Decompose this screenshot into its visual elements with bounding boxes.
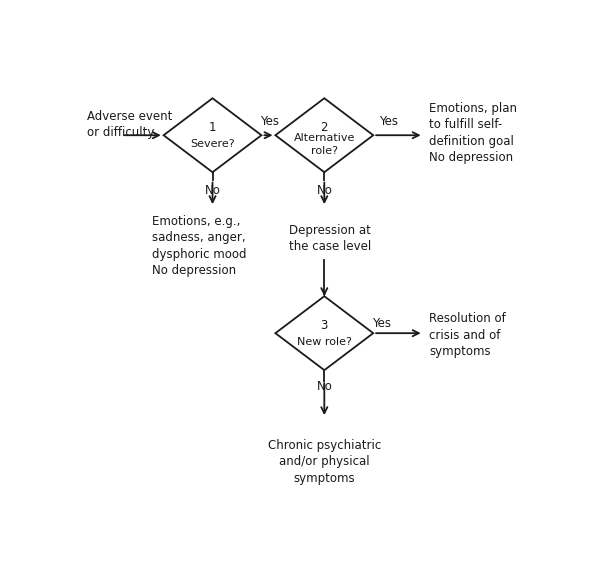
Text: No: No — [316, 380, 332, 393]
Text: Yes: Yes — [260, 115, 279, 128]
Text: 1: 1 — [209, 120, 216, 133]
Text: No: No — [316, 184, 332, 197]
Text: Alternative
role?: Alternative role? — [294, 133, 355, 156]
Text: Emotions, plan
to fulfill self-
definition goal
No depression: Emotions, plan to fulfill self- definiti… — [429, 102, 517, 164]
Text: Adverse event
or difficulty: Adverse event or difficulty — [87, 110, 172, 139]
Text: No: No — [204, 184, 221, 197]
Text: Resolution of
crisis and of
symptoms: Resolution of crisis and of symptoms — [429, 312, 506, 358]
Text: New role?: New role? — [297, 337, 352, 347]
Text: 3: 3 — [320, 319, 328, 332]
Text: Emotions, e.g.,
sadness, anger,
dysphoric mood
No depression: Emotions, e.g., sadness, anger, dysphori… — [152, 215, 246, 277]
Text: Yes: Yes — [372, 317, 391, 330]
Text: Depression at
the case level: Depression at the case level — [289, 224, 371, 253]
Text: Severe?: Severe? — [190, 140, 235, 150]
Text: Yes: Yes — [379, 115, 398, 128]
Text: 2: 2 — [320, 120, 328, 133]
Text: Chronic psychiatric
and/or physical
symptoms: Chronic psychiatric and/or physical symp… — [267, 438, 381, 485]
